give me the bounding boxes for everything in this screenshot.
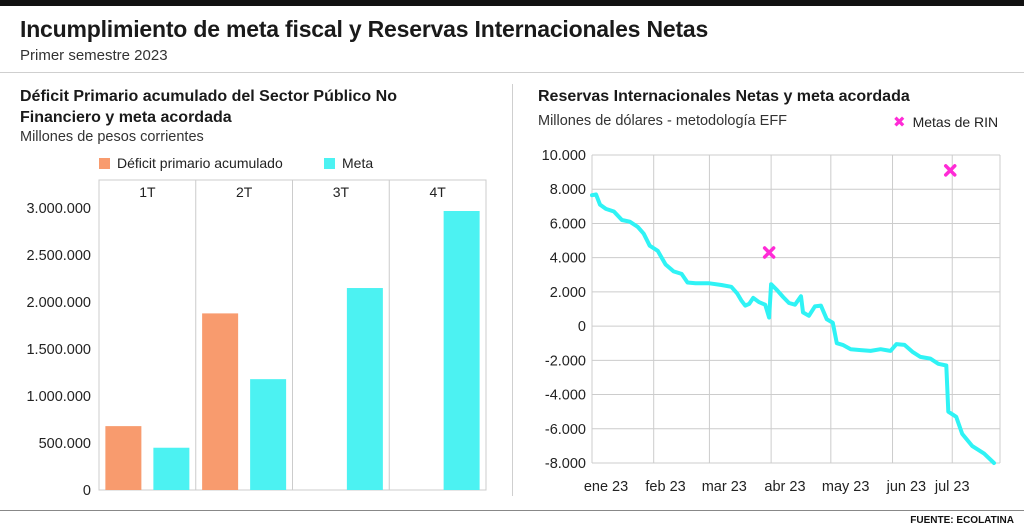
bar-y-tick-label: 2.000.000 <box>26 295 91 311</box>
line-y-tick-label: 6.000 <box>550 216 586 232</box>
line-x-tick-label: mar 23 <box>702 479 747 495</box>
legend-metas-rin-label: Metas de RIN <box>912 114 999 130</box>
bar-meta <box>443 211 480 490</box>
line-x-tick-label: feb 23 <box>645 479 685 495</box>
line-y-tick-label: 0 <box>578 319 586 335</box>
line-x-tick-label: ene 23 <box>584 479 628 495</box>
bar-y-tick-label: 1.000.000 <box>26 389 91 405</box>
bar-y-tick-label: 500.000 <box>39 436 91 452</box>
bar-meta <box>346 288 383 490</box>
line-y-tick-label: 4.000 <box>550 251 586 267</box>
left-units: Millones de pesos corrientes <box>20 129 204 145</box>
source-note: FUENTE: ECOLATINA <box>910 515 1014 526</box>
marker-metas-rin <box>762 246 776 259</box>
marker-metas-rin <box>943 164 957 177</box>
line-x-tick-label: jul 23 <box>934 479 970 495</box>
marker-stroke <box>943 164 957 177</box>
line-y-tick-label: 8.000 <box>550 182 586 198</box>
line-y-tick-label: -2.000 <box>545 353 586 369</box>
legend-deficit-swatch <box>99 157 110 169</box>
legend-meta-label: Meta <box>342 155 374 171</box>
line-series-reservas <box>590 192 996 465</box>
bar-y-tick-label: 2.500.000 <box>26 248 91 264</box>
header-divider <box>0 72 1024 73</box>
line-y-tick-label: -4.000 <box>545 388 586 404</box>
line-y-tick-label: 10.000 <box>542 148 586 164</box>
bar-meta <box>153 447 190 490</box>
line-x-tick-label: may 23 <box>822 479 870 495</box>
bar-y-tick-label: 1.500.000 <box>26 342 91 358</box>
left-title-line2: Financiero y meta acordada <box>20 109 232 126</box>
left-title-line1: Déficit Primario acumulado del Sector Pú… <box>20 88 397 105</box>
bar-y-tick-label: 3.000.000 <box>26 201 91 217</box>
line-x-tick-label: abr 23 <box>764 479 805 495</box>
page-subtitle: Primer semestre 2023 <box>20 47 168 64</box>
marker-stroke <box>762 246 776 259</box>
panel-divider <box>512 84 513 496</box>
footer-rule <box>0 510 1024 511</box>
line-x-tick-label: jun 23 <box>886 479 927 495</box>
bar-category-label: 3T <box>333 184 350 200</box>
bar-meta <box>250 379 287 490</box>
legend-deficit: Déficit primario acumulado <box>99 155 283 171</box>
line-y-tick-label: -6.000 <box>545 422 586 438</box>
legend-meta: Meta <box>324 155 373 171</box>
bar-deficit <box>202 313 239 490</box>
page-title: Incumplimiento de meta fiscal y Reservas… <box>20 16 709 42</box>
left-panel-title: Déficit Primario acumulado del Sector Pú… <box>20 86 397 128</box>
bar-y-tick-label: 0 <box>83 483 91 499</box>
bar-deficit <box>105 426 142 490</box>
line-y-tick-label: -8.000 <box>545 456 586 472</box>
legend-metas-rin: ✖ Metas de RIN <box>893 113 998 131</box>
bar-category-label: 2T <box>236 184 253 200</box>
legend-metas-rin-marker: ✖ <box>893 114 906 131</box>
legend-meta-swatch <box>324 157 335 169</box>
right-panel-title: Reservas Internacionales Netas y meta ac… <box>538 88 910 105</box>
legend-deficit-label: Déficit primario acumulado <box>117 155 283 171</box>
line-y-tick-label: 2.000 <box>550 285 586 301</box>
top-rule <box>0 0 1024 6</box>
bar-category-label: 1T <box>139 184 156 200</box>
bar-category-label: 4T <box>429 184 446 200</box>
right-units: Millones de dólares - metodología EFF <box>538 113 788 129</box>
